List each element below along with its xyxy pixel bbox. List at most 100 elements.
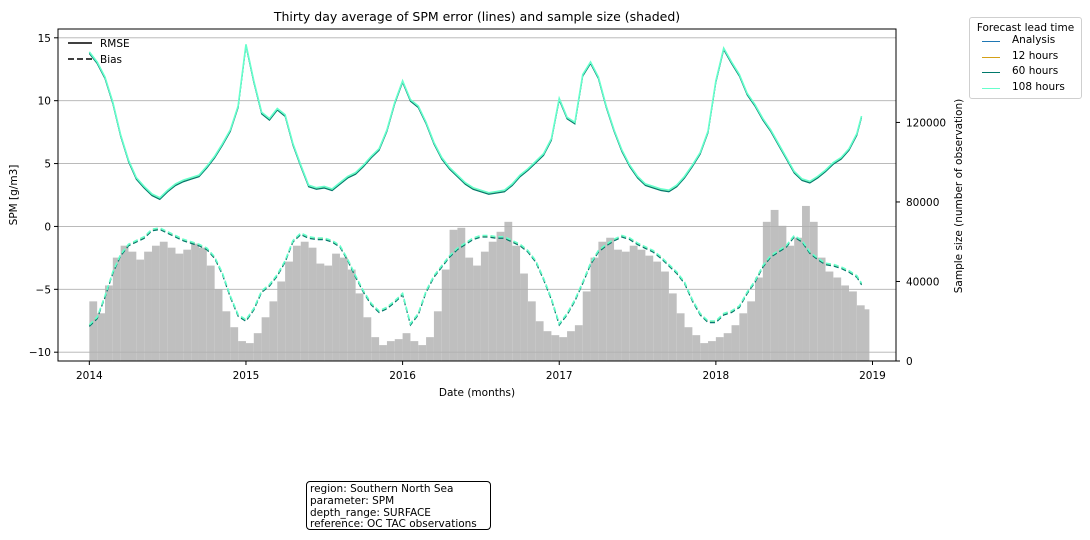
chart-title: Thirty day average of SPM error (lines) … [273, 9, 680, 24]
sample-size-bar [183, 249, 192, 361]
sample-size-bar [379, 345, 387, 361]
sample-size-bars [89, 205, 870, 361]
sample-size-bar [206, 265, 215, 361]
x-axis-ticks: 2014 2015 2016 2017 2018 2019 [76, 361, 886, 382]
sample-size-bar [551, 335, 560, 361]
sample-size-bar [762, 221, 771, 361]
sample-size-bar [449, 229, 458, 361]
sample-size-bar [520, 273, 528, 361]
sample-size-bar [441, 269, 450, 361]
style-legend: RMSE Bias [68, 38, 130, 66]
sample-size-bar [300, 241, 309, 361]
sample-size-bar [849, 291, 857, 361]
y-tick-label: 10 [38, 96, 51, 108]
60-hours-label: 60 hours [1012, 65, 1059, 77]
sample-size-bar [629, 245, 638, 361]
sample-size-bar [128, 251, 137, 361]
12-hours-swatch [982, 56, 1000, 58]
y-axis-label: SPM [g/m3] [8, 165, 20, 226]
lead-time-legend-title: Forecast lead time [976, 22, 1075, 34]
sample-size-bar [285, 261, 293, 361]
y2-axis-ticks: 0 40000 80000 120000 [896, 117, 946, 368]
sample-size-bar [332, 253, 340, 361]
y-tick-label: 15 [38, 33, 51, 45]
grid-lines [58, 37, 896, 353]
sample-size-bar [606, 237, 615, 361]
sample-size-bar [261, 317, 270, 361]
sample-size-bar [755, 277, 763, 361]
sample-size-bar [371, 337, 380, 361]
sample-size-bar [292, 245, 301, 361]
x-axis-label: Date (months) [439, 387, 515, 399]
sample-size-bar [347, 269, 356, 361]
12-hours-label: 12 hours [1012, 49, 1059, 62]
sample-size-bar [841, 285, 850, 361]
sample-size-bar [504, 221, 513, 361]
legend-entry-analysis: Analysis [970, 34, 1081, 50]
info-reference: reference: OC TAC observations [310, 518, 477, 531]
sample-size-bar [621, 251, 630, 361]
sample-size-bar [794, 237, 803, 361]
sample-size-bar [89, 301, 98, 361]
info-parameter: parameter: SPM [310, 494, 395, 507]
y2-axis-label: Sample size (number of observation) [953, 99, 965, 293]
sample-size-bar [175, 253, 184, 361]
sample-size-bar [386, 341, 395, 361]
sample-size-bar [496, 231, 505, 361]
sample-size-bar [574, 325, 583, 361]
sample-size-bar [426, 337, 434, 361]
sample-size-bar [316, 263, 325, 361]
108-hours-swatch [982, 87, 1000, 89]
rmse-line-analysis [88, 45, 863, 200]
legend-entry-60h: 60 hours [970, 65, 1081, 81]
sample-size-bar [723, 333, 732, 361]
bias-line-60-hours [88, 229, 863, 327]
sample-size-bar [567, 331, 575, 361]
sample-size-bar [222, 311, 231, 361]
sample-size-bar [684, 327, 693, 361]
sample-size-bar [151, 245, 160, 361]
sample-size-bar [433, 311, 442, 361]
sample-size-bar [402, 333, 411, 361]
sample-size-bar [802, 205, 810, 361]
y-tick-label: 0 [44, 221, 51, 233]
sample-size-bar [410, 341, 419, 361]
sample-size-bar [277, 281, 286, 361]
sample-size-bar [355, 293, 364, 361]
sample-size-bar [747, 301, 756, 361]
sample-size-bar [543, 331, 552, 361]
sample-size-bar [136, 259, 145, 361]
sample-size-bar [488, 241, 497, 361]
sample-size-bar [598, 241, 607, 361]
rmse-line-60-hours [88, 45, 863, 201]
sample-size-bar [661, 271, 669, 361]
sample-size-bar [363, 317, 372, 361]
bias-line-analysis [88, 228, 863, 327]
sample-size-bar [159, 241, 168, 361]
sample-size-bar [786, 245, 795, 361]
sample-size-bar [112, 257, 121, 361]
sample-size-bar [817, 257, 826, 361]
legend-entry-12h: 12 hours [970, 50, 1081, 66]
sample-size-bar [457, 227, 466, 361]
sample-size-bar [269, 301, 278, 361]
lead-time-legend: Forecast lead time Analysis 12 hours 60 … [969, 17, 1082, 99]
y-tick-label: 5 [44, 159, 51, 171]
analysis-label: Analysis [1012, 34, 1056, 46]
sample-size-bar [861, 309, 870, 361]
rmse-line-108-hours [88, 44, 863, 199]
x-tick-label: 2015 [233, 370, 260, 382]
sample-size-bar [825, 271, 834, 361]
x-tick-label: 2017 [546, 370, 573, 382]
sample-size-bar [856, 305, 865, 361]
y2-tick-label: 120000 [906, 117, 946, 129]
sample-size-bar [238, 341, 246, 361]
sample-size-bar [198, 247, 207, 361]
y-axis-ticks: −10 −5 0 5 10 15 [29, 33, 58, 359]
bias-line-108-hours [88, 227, 863, 326]
sample-size-bar [708, 341, 716, 361]
sample-size-bar [590, 257, 599, 361]
y2-tick-label: 0 [906, 356, 913, 368]
sample-size-bar [692, 335, 701, 361]
